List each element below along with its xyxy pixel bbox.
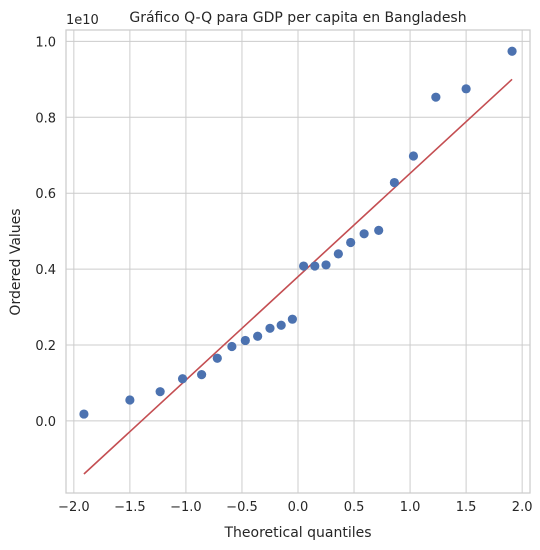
x-axis-label: Theoretical quantiles — [223, 525, 371, 541]
data-point — [310, 261, 320, 271]
x-tick-label: 0.5 — [344, 500, 365, 515]
data-point — [265, 323, 275, 333]
x-tick-labels: −2.0 −1.5 −1.0 −0.5 0.0 0.5 1.0 1.5 2.0 — [58, 500, 532, 515]
data-point — [79, 409, 89, 419]
data-point — [321, 260, 331, 270]
data-point — [359, 229, 369, 239]
data-point — [374, 225, 384, 235]
data-point — [461, 84, 471, 94]
y-offset-label: 1e10 — [66, 13, 99, 28]
fit-line — [83, 78, 513, 475]
x-tick-label: −2.0 — [58, 500, 90, 515]
points-layer — [79, 46, 517, 419]
data-point — [408, 151, 419, 161]
data-point — [507, 46, 517, 56]
grid — [66, 30, 530, 493]
x-tick-label: −1.5 — [114, 500, 146, 515]
data-point — [125, 395, 135, 405]
x-tick-label: 1.0 — [400, 500, 421, 515]
x-tick-label: 2.0 — [512, 500, 533, 515]
data-point — [197, 369, 207, 380]
y-tick-label: 0.4 — [35, 263, 56, 278]
data-point — [346, 237, 356, 248]
data-point — [227, 341, 237, 352]
data-point — [155, 387, 165, 397]
data-point — [253, 331, 263, 341]
x-tick-label: 1.5 — [456, 500, 477, 515]
data-point — [389, 177, 399, 188]
y-tick-label: 0.8 — [35, 111, 56, 126]
fit-line-layer — [83, 78, 513, 475]
data-point — [333, 249, 343, 259]
y-tick-label: 0.6 — [35, 187, 56, 202]
chart-title: Gráfico Q-Q para GDP per capita en Bangl… — [129, 10, 466, 26]
data-point — [276, 320, 286, 330]
x-tick-label: −1.0 — [170, 500, 202, 515]
y-tick-label: 0.0 — [35, 415, 56, 430]
data-point — [431, 92, 441, 102]
data-point — [240, 335, 250, 346]
x-tick-label: −0.5 — [226, 500, 258, 515]
y-tick-label: 1.0 — [35, 35, 56, 50]
plot-frame — [65, 29, 531, 494]
y-tick-labels: 0.0 0.2 0.4 0.6 0.8 1.0 — [35, 35, 56, 430]
x-tick-label: 0.0 — [288, 500, 309, 515]
data-point — [287, 314, 297, 324]
data-point — [299, 261, 309, 271]
y-axis-label: Ordered Values — [8, 208, 24, 315]
data-point — [177, 374, 188, 384]
data-point — [212, 353, 222, 363]
y-tick-label: 0.2 — [35, 339, 56, 354]
